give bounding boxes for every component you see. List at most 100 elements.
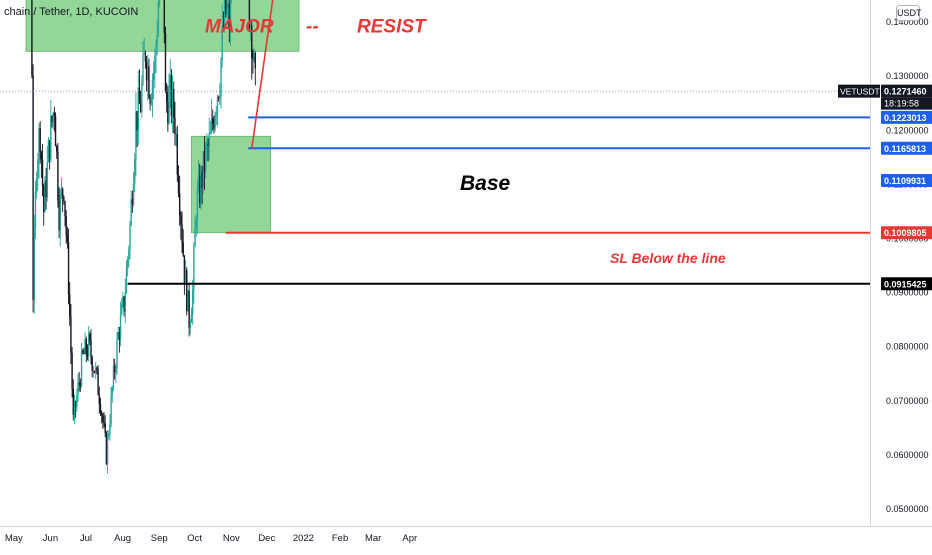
candle-body	[103, 422, 105, 424]
x-tick-label: May	[5, 533, 23, 544]
candle-body	[148, 65, 150, 98]
candle-body	[130, 199, 132, 225]
candle-body	[137, 87, 139, 131]
candle-body	[187, 290, 189, 312]
candle-body	[152, 72, 155, 81]
candle-body	[174, 117, 176, 135]
x-tick-label: 2022	[293, 533, 314, 544]
candle-body	[82, 350, 84, 352]
candle-body	[248, 0, 251, 28]
support-tag-bg	[881, 277, 932, 291]
candle-body	[67, 242, 70, 295]
candle-body	[61, 188, 64, 197]
candle-body	[44, 180, 46, 213]
candle-body	[147, 65, 149, 81]
candle-body	[177, 174, 180, 194]
ticker-title: chain / Tether, 1D, KUCOIN	[4, 6, 139, 18]
candle-body	[212, 118, 214, 124]
candle-body	[199, 175, 201, 203]
x-tick-label: Dec	[258, 533, 275, 544]
candle-body	[208, 133, 210, 147]
candle-body	[122, 296, 124, 305]
candle-body	[201, 171, 203, 188]
candle-body	[99, 403, 102, 413]
candle-body	[171, 89, 174, 116]
candle-body	[214, 114, 216, 129]
candle-body	[215, 111, 218, 115]
candle-body	[73, 401, 76, 415]
candle-body	[69, 294, 71, 317]
countdown-tag-bg	[881, 97, 932, 110]
candle-body	[51, 116, 53, 122]
candle-body	[58, 200, 60, 231]
candle-body	[135, 111, 137, 160]
level-2-tag-bg	[881, 141, 932, 155]
candle-body	[164, 33, 167, 93]
candle-body	[63, 196, 65, 202]
candle-body	[109, 424, 111, 434]
candle-body	[194, 228, 196, 248]
candle-body	[141, 82, 143, 112]
candle-body	[93, 370, 96, 373]
candle-body	[168, 89, 170, 124]
candle-body	[123, 296, 125, 312]
x-tick-label: Sep	[151, 533, 168, 544]
candle-body	[131, 199, 134, 205]
candle-body	[64, 201, 66, 217]
candle-body	[154, 56, 156, 73]
level-1-tag-bg	[881, 110, 932, 124]
candle-body	[118, 331, 121, 341]
candle-body	[98, 394, 100, 404]
candle-body	[96, 367, 98, 370]
x-tick-label: Jul	[80, 533, 92, 544]
candle-body	[249, 25, 252, 28]
target-arrow	[250, 0, 274, 149]
candle-body	[112, 365, 115, 388]
candle-body	[40, 152, 43, 160]
candle-body	[70, 316, 72, 353]
candle-body	[56, 146, 58, 152]
candle-body	[86, 353, 89, 357]
candle-body	[142, 53, 144, 83]
candle-body	[129, 224, 131, 250]
candle-body	[119, 314, 122, 341]
candle-body	[111, 387, 113, 395]
candle-body	[143, 53, 145, 54]
candle-body	[126, 258, 129, 269]
candle-body	[207, 143, 209, 147]
candle-body	[175, 133, 177, 135]
candle-body	[180, 215, 182, 224]
candle-body	[150, 100, 152, 104]
candle-body	[97, 369, 99, 395]
candle-body	[108, 433, 110, 437]
current-price-tag-bg	[881, 84, 932, 98]
candle-body	[52, 112, 54, 122]
candle-body	[251, 25, 253, 59]
candle-body	[223, 0, 226, 27]
candle-body	[139, 103, 142, 112]
candle-body	[176, 133, 178, 175]
candle-body	[151, 80, 154, 101]
candle-body	[220, 58, 222, 96]
candle-body	[134, 159, 136, 184]
level-1-tag: 0.1223013	[884, 113, 927, 123]
candle-body	[74, 401, 77, 408]
candle-body	[155, 45, 157, 57]
candle-body	[104, 423, 106, 434]
candle-body	[138, 87, 141, 104]
candle-body	[76, 396, 78, 408]
candle-body	[37, 160, 39, 178]
currency-button[interactable]: USDT	[896, 5, 922, 21]
candle-body	[54, 115, 57, 147]
candle-body	[196, 189, 199, 221]
candle-body	[125, 268, 128, 294]
candle-body	[206, 143, 208, 146]
candle-body	[47, 140, 50, 162]
candle-body	[149, 97, 151, 104]
candle-body	[254, 53, 257, 69]
candle-body	[113, 365, 116, 373]
candle-body	[80, 350, 83, 386]
candle-body	[66, 234, 69, 243]
